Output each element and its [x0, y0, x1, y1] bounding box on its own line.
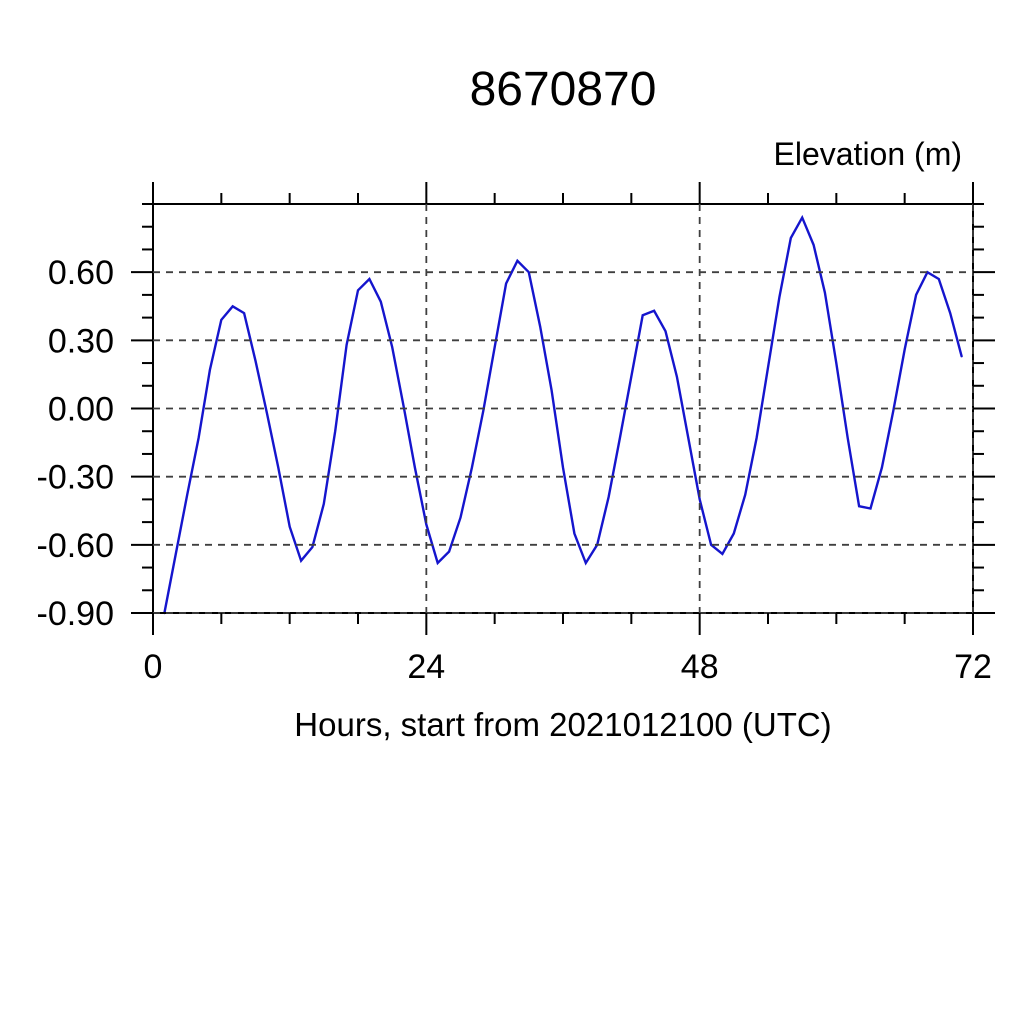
y-tick-label: 0.00 [48, 391, 114, 429]
chart-title: 8670870 [469, 63, 657, 116]
y-tick-label: -0.90 [37, 595, 115, 633]
y-tick-label: -0.30 [37, 459, 115, 497]
x-tick-label: 48 [681, 648, 719, 686]
y-tick-label: 0.60 [48, 254, 114, 292]
x-axis-title: Hours, start from 2021012100 (UTC) [294, 706, 832, 743]
y-tick-label: -0.60 [37, 527, 115, 565]
y-tick-label: 0.30 [48, 322, 114, 360]
x-tick-label: 72 [954, 648, 992, 686]
x-tick-label: 0 [144, 648, 163, 686]
x-tick-label: 24 [407, 648, 445, 686]
elevation-line [163, 214, 963, 615]
y-axis-title: Elevation (m) [773, 136, 963, 172]
